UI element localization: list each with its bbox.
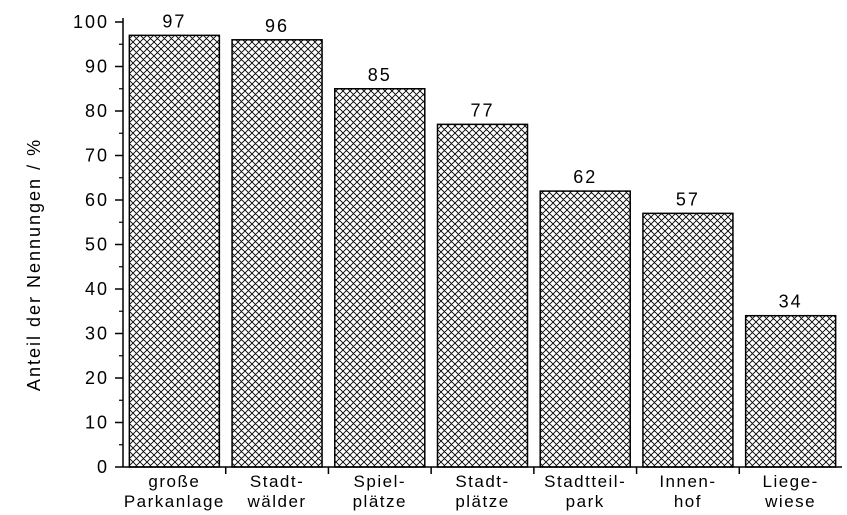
bar bbox=[436, 123, 529, 468]
x-category-label: Stadtteil- bbox=[544, 472, 626, 491]
bar bbox=[744, 314, 837, 468]
data-labels: 97 96 85 77 62 57 34 bbox=[162, 11, 803, 312]
bars bbox=[128, 34, 837, 468]
x-axis: großeParkanlageStadt-wälderSpiel-plätzeS… bbox=[123, 466, 842, 511]
y-axis: 0 10 20 30 40 50 60 70 80 90 100 bbox=[73, 12, 124, 477]
y-tick-label: 60 bbox=[85, 190, 109, 210]
y-tick-label: 40 bbox=[85, 279, 109, 299]
bar-value-label: 77 bbox=[470, 100, 494, 120]
y-tick-label: 10 bbox=[85, 413, 109, 433]
bar bbox=[231, 39, 323, 468]
y-tick-label: 70 bbox=[85, 146, 109, 166]
bar-value-label: 96 bbox=[265, 16, 289, 36]
x-category-label: Parkanlage bbox=[124, 492, 225, 511]
x-category-label: Stadt- bbox=[455, 472, 509, 491]
bar-value-label: 34 bbox=[779, 292, 803, 312]
x-category-label: Stadt- bbox=[250, 472, 304, 491]
y-tick-label: 0 bbox=[97, 457, 109, 477]
x-category-label: hof bbox=[674, 492, 702, 511]
y-tick-label: 20 bbox=[85, 368, 109, 388]
x-category-label: park bbox=[566, 492, 605, 511]
y-tick-label: 30 bbox=[85, 324, 109, 344]
bar bbox=[539, 190, 631, 468]
x-category-label: plätze bbox=[455, 492, 509, 511]
bar bbox=[642, 212, 734, 468]
bar bbox=[128, 34, 221, 468]
y-tick-label: 90 bbox=[85, 57, 109, 77]
y-axis-title: Anteil der Nennungen / % bbox=[24, 138, 44, 391]
bar bbox=[334, 88, 426, 468]
x-category-label: Liege- bbox=[763, 472, 819, 491]
bar-value-label: 57 bbox=[676, 189, 700, 209]
x-category-label: plätze bbox=[353, 492, 407, 511]
y-tick-label: 80 bbox=[85, 101, 109, 121]
bar-value-label: 85 bbox=[368, 65, 392, 85]
x-category-label: wiese bbox=[764, 492, 816, 511]
x-category-label: wälder bbox=[247, 492, 307, 511]
bar-value-label: 97 bbox=[162, 11, 186, 31]
y-tick-label: 50 bbox=[85, 235, 109, 255]
y-tick-label: 100 bbox=[73, 12, 109, 32]
x-category-label: große bbox=[148, 472, 200, 491]
x-category-label: Innen- bbox=[659, 472, 716, 491]
x-category-label: Spiel- bbox=[354, 472, 406, 491]
bar-value-label: 62 bbox=[573, 167, 597, 187]
